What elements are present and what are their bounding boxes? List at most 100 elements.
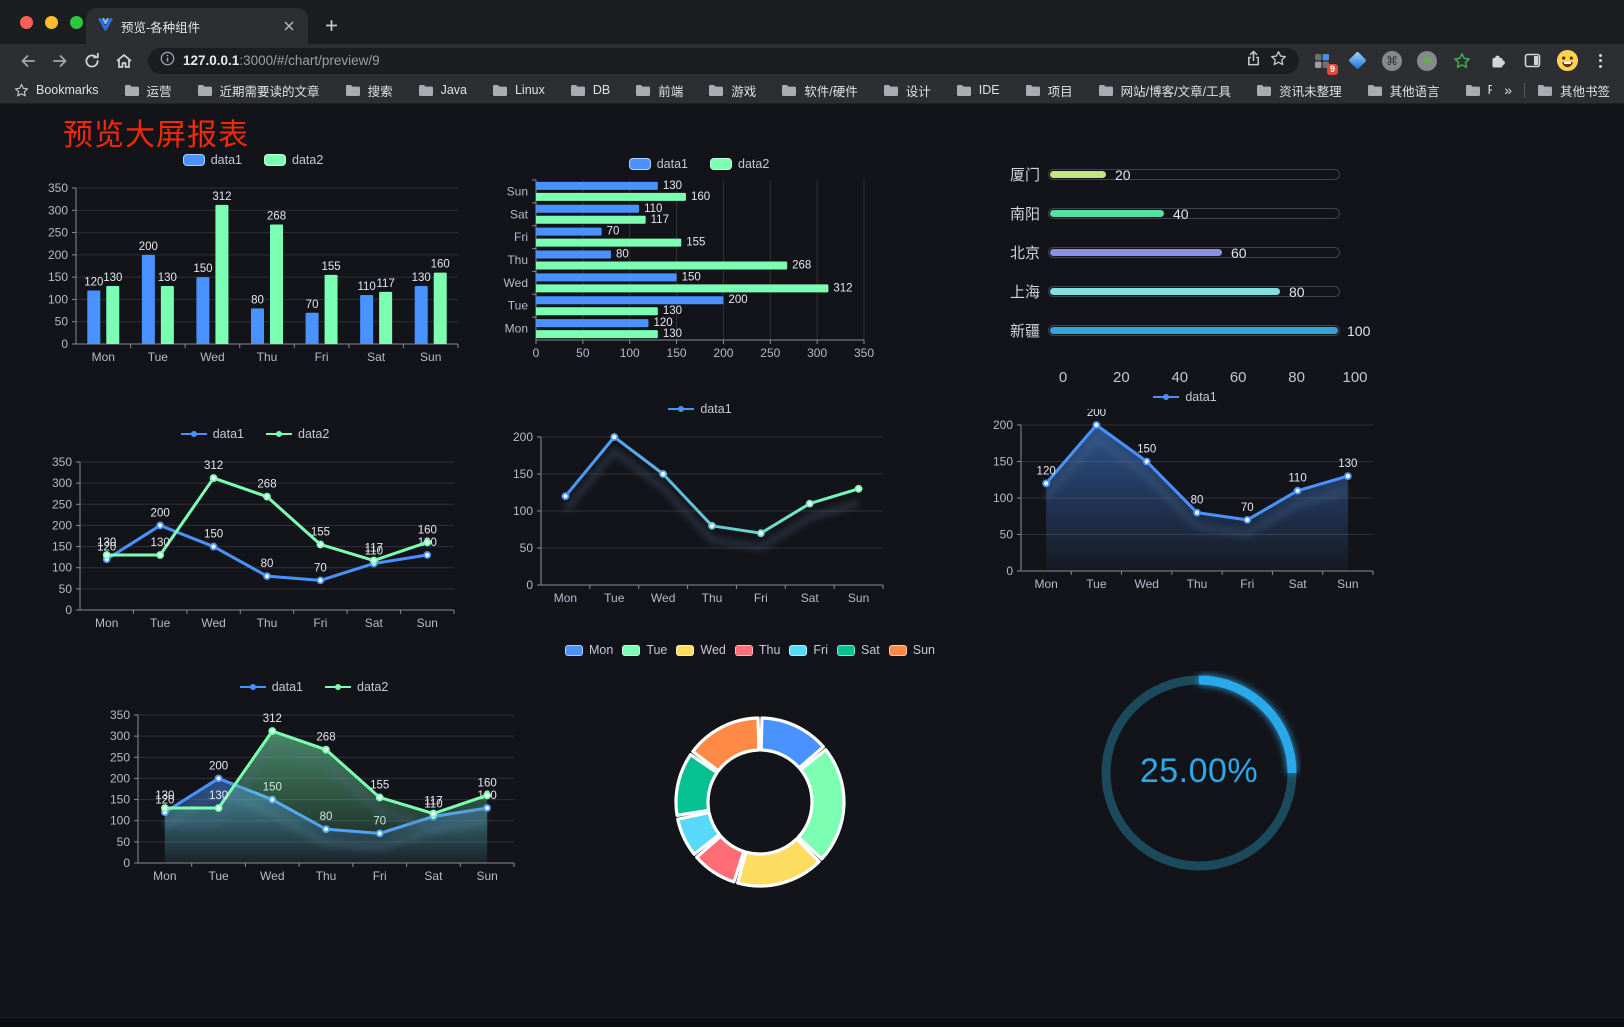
donut-segment-Wed[interactable] (736, 837, 821, 888)
legend-item-data2[interactable]: data2 (325, 680, 388, 694)
legend-item-data1[interactable]: data1 (180, 427, 244, 441)
area-chart-dual[interactable]: data1 data2 0 50 100 150 200 250 300 350 Mon Tue Wed… (100, 675, 528, 887)
back-button[interactable] (18, 51, 38, 71)
legend-item-Thu[interactable]: Thu (734, 643, 780, 657)
axis-label: 50 (55, 315, 69, 329)
extensions-puzzle-icon[interactable] (1486, 50, 1508, 72)
legend-item-data1[interactable]: data1 (1153, 390, 1217, 404)
donut-segment-Tue[interactable] (796, 748, 846, 861)
browser-tab[interactable]: 预览-各种组件 (86, 8, 308, 44)
bookmark-folder[interactable]: 游戏 (708, 81, 756, 100)
legend-item-data1[interactable]: data1 (239, 680, 303, 694)
line-chart-gradient[interactable]: data1 0 50 100 150 200 Mon Tue Wed Thu Fri Sat Sun (503, 397, 897, 609)
bookmark-label: 网站/博客/文章/工具 (1120, 84, 1232, 99)
bookmark-folder[interactable]: PHP (1465, 83, 1493, 97)
site-info-icon[interactable] (160, 51, 175, 71)
value-label: 110 (1288, 473, 1306, 485)
green-star-extension-icon[interactable] (1451, 50, 1473, 72)
bookmark-folder[interactable]: 运营 (124, 81, 172, 100)
area-dual-canvas[interactable]: 0 50 100 150 200 250 300 350 Mon Tue Wed Thu Fri Sat S… (100, 699, 528, 887)
reload-button[interactable] (82, 51, 102, 71)
legend-item-data1[interactable]: data1 (628, 157, 688, 171)
bar-chart-horizontal[interactable]: data1 data2 0 50 100 150 200 250 300 350 Sun 130 160… (498, 152, 900, 364)
share-icon[interactable] (1245, 50, 1262, 72)
legend-item-data2[interactable]: data2 (266, 427, 329, 441)
legend-item-Sun[interactable]: Sun (888, 643, 935, 657)
bookmark-folder[interactable]: 项目 (1025, 81, 1073, 100)
data-point (561, 492, 570, 501)
bookmark-folder[interactable]: IDE (956, 83, 1000, 97)
forward-button[interactable] (50, 51, 70, 71)
recorder-extension-icon[interactable] (1416, 50, 1438, 72)
bookmark-folder[interactable]: 网站/博客/文章/工具 (1098, 81, 1231, 100)
legend-item-Fri[interactable]: Fri (789, 643, 828, 657)
bookmark-folder[interactable]: 资讯未整理 (1256, 81, 1342, 100)
bookmark-folder[interactable]: DB (570, 83, 610, 97)
profile-avatar[interactable] (1556, 49, 1579, 72)
command-extension-icon[interactable]: ⌘ (1381, 50, 1403, 72)
browser-menu-icon[interactable] (1592, 50, 1608, 72)
donut-canvas[interactable] (545, 662, 955, 894)
donut-segment-Thu[interactable] (695, 834, 746, 884)
legend-swatch-icon (734, 644, 753, 656)
legend-swatch-icon (264, 154, 286, 166)
axis-label: Sat (367, 350, 386, 364)
home-button[interactable] (114, 51, 134, 71)
bookmark-label: DB (592, 83, 611, 97)
line-dual-canvas[interactable]: 0 50 100 150 200 250 300 350 Mon Tue Wed Thu Fri Sat S… (42, 446, 468, 634)
bar-chart-grouped[interactable]: data1 data2 0 50 100 150 200 250 300 350 Mon Tue Wed… (38, 148, 468, 368)
data-point (160, 804, 169, 812)
line-gradient-canvas[interactable]: 0 50 100 150 200 Mon Tue Wed Thu Fri Sat Sun (503, 421, 897, 609)
donut-segment-Sat[interactable] (674, 753, 719, 817)
area-single-canvas[interactable]: 0 50 100 150 200 Mon Tue Wed Thu Fri Sat Sun 120 200 1… (983, 407, 1387, 595)
bookmark-folder[interactable]: Linux (492, 83, 545, 97)
donut-chart[interactable]: Mon Tue Wed Thu Fri Sat Sun (545, 638, 955, 894)
bookmark-folder[interactable]: 前端 (635, 81, 683, 100)
bookmarks-manager-item[interactable]: Bookmarks (14, 83, 99, 98)
legend-item-Mon[interactable]: Mon (564, 643, 613, 657)
legend-item-data1[interactable]: data1 (182, 153, 242, 167)
area-chart-single[interactable]: data1 0 50 100 150 200 Mon Tue Wed Thu Fri Sat Sun 12… (983, 385, 1387, 595)
legend-item-Sat[interactable]: Sat (837, 643, 880, 657)
donut-segment-Mon[interactable] (759, 716, 825, 770)
value-label: 130 (1338, 458, 1357, 470)
progress-bars-chart[interactable]: 厦门 20 南阳 40 北京 60 上海 80 新疆 100 0 20 40 60 80 100 (995, 156, 1387, 392)
new-tab-button[interactable] (320, 14, 342, 36)
axis-label: 200 (513, 430, 533, 444)
bookmark-folder[interactable]: 其他语言 (1367, 81, 1440, 100)
gauge-chart[interactable]: 25.00% (1097, 671, 1301, 875)
minimize-window-button[interactable] (45, 16, 58, 29)
side-panel-icon[interactable] (1521, 50, 1543, 72)
legend-item-data2[interactable]: data2 (264, 153, 323, 167)
gauge-canvas[interactable] (1097, 671, 1301, 875)
line-chart-dual[interactable]: data1 data2 0 50 100 150 200 250 300 350 Mon Tue Wed… (42, 422, 468, 634)
bookmark-folder[interactable]: 搜索 (345, 81, 393, 100)
folder-icon (1257, 84, 1272, 96)
donut-segment-Sun[interactable] (691, 716, 761, 773)
legend-item-Tue[interactable]: Tue (622, 643, 667, 657)
bookmark-folder[interactable]: Java (418, 83, 467, 97)
tab-manager-extension-icon[interactable]: 9 (1311, 50, 1338, 75)
legend-item-Wed[interactable]: Wed (676, 643, 726, 657)
bookmark-folder[interactable]: 设计 (883, 81, 931, 100)
legend-item-data1[interactable]: data1 (668, 402, 732, 416)
close-window-button[interactable] (20, 16, 33, 29)
bookmark-label: PHP (1487, 83, 1493, 97)
other-bookmarks-folder[interactable]: 其他书签 (1537, 81, 1610, 100)
bookmark-star-icon[interactable] (1270, 50, 1287, 72)
bar-grouped-canvas[interactable]: 0 50 100 150 200 250 300 350 Mon Tue Wed Thu Fri Sat S… (38, 172, 468, 368)
folder-icon (1465, 84, 1480, 96)
data-point (610, 433, 619, 441)
donut-segment-Fri[interactable] (676, 811, 721, 856)
legend-label: data1 (656, 157, 688, 171)
chart-legend: data1 data2 (38, 148, 468, 172)
bookmarks-overflow-chevron[interactable]: » (1504, 82, 1512, 98)
legend-item-data2[interactable]: data2 (710, 157, 769, 171)
bookmark-folder[interactable]: 近期需要读的文章 (197, 81, 320, 100)
address-bar[interactable]: 127.0.0.1:3000/#/chart/preview/9 (148, 47, 1299, 74)
bookmark-folder[interactable]: 软件/硬件 (781, 81, 858, 100)
fullscreen-window-button[interactable] (70, 16, 83, 29)
diamond-extension-icon[interactable] (1346, 50, 1368, 72)
tab-close-icon[interactable] (280, 17, 298, 35)
